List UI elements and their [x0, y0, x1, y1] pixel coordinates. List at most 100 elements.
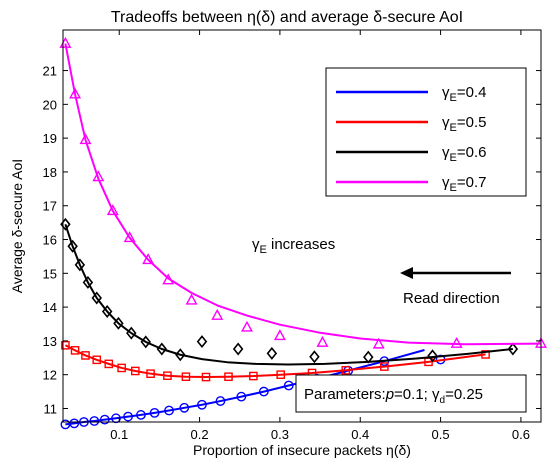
legend-box: [325, 67, 527, 197]
data-point: [309, 350, 320, 364]
data-point: [82, 275, 94, 289]
chart-title: Tradeoffs between η(δ) and average δ-sec…: [111, 9, 463, 26]
data-point: [104, 359, 114, 369]
x-tick-label: 0.3: [271, 427, 289, 442]
data-point: [196, 335, 208, 349]
legend: γE=0.4γE=0.5γE=0.6γE=0.7: [336, 84, 486, 194]
x-tick-label: 0.2: [191, 427, 209, 442]
data-point: [136, 410, 146, 420]
data-point: [106, 204, 119, 216]
parameters-gamma-symbol: γ: [432, 386, 440, 403]
y-tick-label: 11: [44, 401, 58, 416]
y-tick-label: 12: [43, 368, 57, 383]
svg-text:γE increases: γE increases: [252, 236, 335, 256]
gamma-increases-annotation: γE increases: [252, 236, 335, 256]
parameters-gamma-val: =0.25: [445, 386, 483, 403]
legend-entry: γE=0.6: [442, 144, 486, 164]
legend-value: =0.6: [457, 144, 487, 161]
data-point: [146, 369, 155, 378]
y-tick-label: 19: [43, 131, 57, 146]
y-tick-label: 14: [43, 300, 57, 315]
legend-entry: γE=0.5: [442, 114, 486, 134]
legend-entry: γE=0.4: [442, 84, 486, 104]
data-point: [236, 391, 247, 402]
y-axis-label: Average δ-secure AoI: [9, 159, 25, 293]
series-2: [60, 217, 519, 366]
data-point: [507, 342, 519, 356]
read-direction-arrowhead: [400, 267, 413, 279]
y-tick-label: 13: [43, 334, 57, 349]
parameters-p-val: =0.1;: [394, 386, 432, 403]
data-point: [164, 405, 174, 416]
legend-value: =0.7: [457, 174, 487, 191]
data-point: [142, 253, 155, 265]
gamma-increases-text: increases: [267, 236, 335, 253]
y-tick-label: 20: [43, 97, 57, 112]
legend-value: =0.5: [457, 114, 487, 131]
data-point: [341, 365, 351, 375]
data-point: [179, 402, 190, 413]
plot-frame: [62, 29, 542, 423]
data-point: [69, 87, 82, 99]
data-point: [89, 416, 100, 426]
data-point: [92, 355, 102, 365]
y-tick-label: 15: [43, 266, 57, 281]
data-point: [175, 348, 186, 362]
series-layer: [59, 36, 547, 430]
series-3: [59, 36, 547, 349]
data-point: [181, 372, 191, 382]
data-point: [91, 291, 102, 305]
y-tick-label: 17: [43, 199, 57, 214]
legend-symbol: γ: [442, 174, 450, 191]
data-point: [113, 316, 124, 330]
data-point: [276, 370, 286, 379]
data-point: [372, 337, 385, 349]
legend-entry: γE=0.7: [442, 174, 486, 194]
data-point: [450, 336, 463, 348]
data-point: [81, 351, 90, 360]
legend-sub: E: [450, 182, 457, 194]
data-point: [481, 350, 490, 359]
data-point: [240, 320, 253, 332]
data-point: [101, 305, 113, 318]
data-point: [69, 418, 80, 429]
read-direction-label: Read direction: [403, 290, 500, 307]
gamma-increases-symbol: γ: [252, 236, 260, 253]
data-point: [99, 414, 110, 425]
data-point: [380, 362, 389, 371]
legend-sub: E: [450, 122, 457, 134]
parameters-p-var: p: [385, 386, 394, 403]
data-point: [258, 386, 269, 397]
legend-symbol: γ: [442, 144, 450, 161]
data-point: [363, 350, 374, 364]
parameters-annotation: Parameters:p=0.1; γd=0.25: [295, 374, 527, 413]
data-point: [185, 293, 198, 305]
legend-symbol: γ: [442, 114, 450, 131]
data-point: [70, 346, 80, 355]
legend-sub: E: [450, 152, 457, 164]
data-point: [123, 231, 136, 243]
data-point: [232, 342, 244, 356]
data-point: [156, 342, 168, 356]
gamma-increases-sub: E: [260, 244, 267, 256]
data-point: [92, 170, 105, 182]
data-point: [79, 133, 92, 145]
data-point: [162, 273, 175, 285]
data-point: [126, 326, 137, 340]
data-point: [249, 371, 258, 381]
data-point: [197, 399, 207, 410]
data-point: [163, 371, 172, 381]
data-point: [316, 335, 329, 347]
read-direction-annotation: Read direction: [400, 267, 511, 307]
x-axis-label: Proportion of insecure packets η(δ): [193, 442, 411, 458]
y-tick-label: 16: [43, 233, 57, 248]
y-tick-label: 21: [43, 64, 57, 79]
data-point: [61, 340, 70, 350]
series-line: [64, 344, 486, 379]
x-tick-label: 0.5: [432, 427, 450, 442]
x-tick-label: 0.6: [512, 427, 530, 442]
parameters-prefix: Parameters:: [304, 386, 386, 403]
data-point: [74, 258, 86, 272]
y-tick-label: 18: [43, 165, 57, 180]
